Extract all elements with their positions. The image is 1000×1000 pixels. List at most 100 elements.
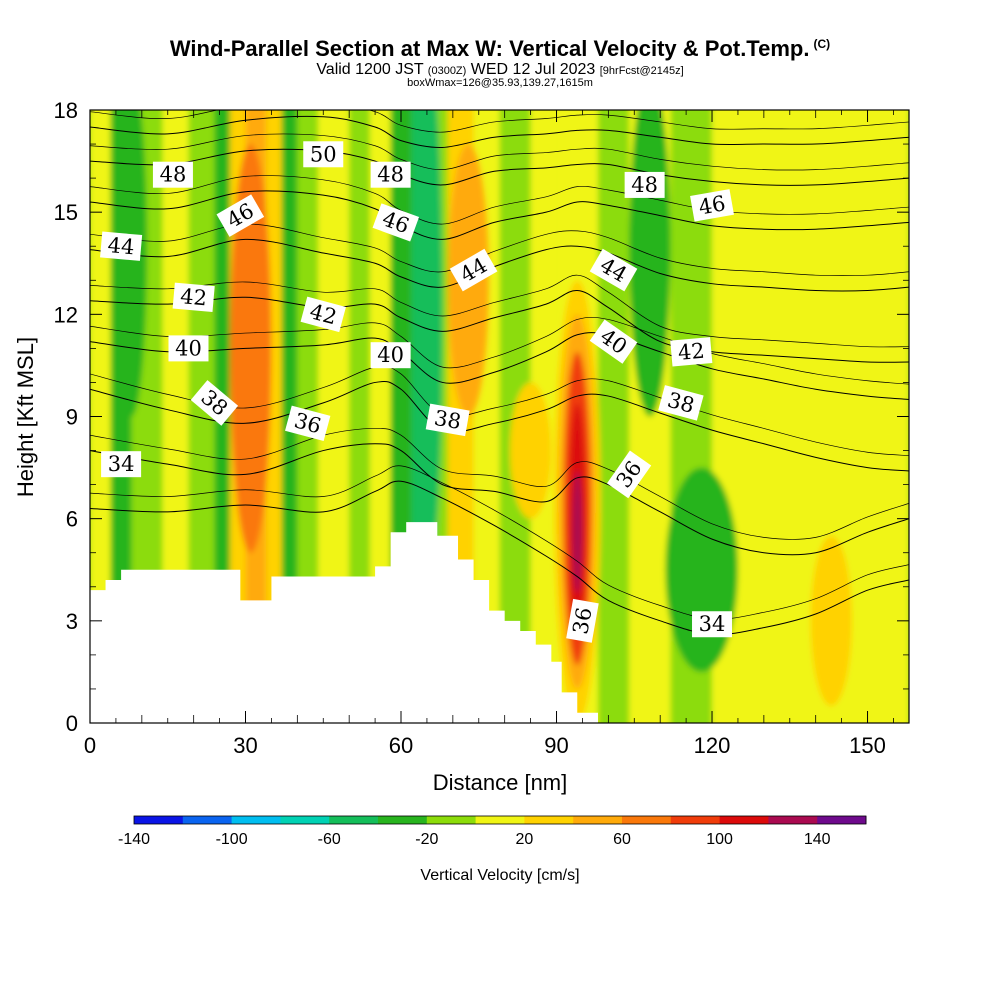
contour-label-text: 36 [568, 606, 596, 636]
contour-label: 48 [370, 161, 411, 188]
valid-time-line: Valid 1200 JST (0300Z) WED 12 Jul 2023 [… [0, 61, 1000, 79]
valid-date: WED 12 Jul 2023 [470, 61, 596, 78]
contour-label: 44 [100, 231, 143, 261]
contour-label-box [300, 296, 346, 333]
velocity-cell [810, 535, 852, 706]
contour-label-text: 48 [631, 173, 658, 197]
forecast-info: [9hrFcst@2145z] [599, 65, 684, 77]
theta-contour-line [90, 289, 909, 363]
contour-label-box [152, 161, 193, 188]
velocity-cell [411, 110, 443, 587]
theta-contour-line [90, 316, 909, 385]
contour-label-text: 50 [310, 142, 337, 166]
x-axis-label: Distance [nm] [433, 770, 568, 795]
copyright-mark: (C) [813, 36, 831, 51]
velocity-cell [572, 470, 582, 594]
contour-label: 46 [216, 194, 265, 237]
contour-label-text: 44 [107, 233, 136, 259]
theta-contour-line [90, 110, 909, 133]
colorbar-tick-label: 60 [613, 831, 631, 848]
theta-contour-line [90, 190, 909, 240]
colorbar-swatch [719, 816, 769, 824]
contour-label-box [172, 282, 215, 312]
velocity-band [712, 110, 909, 723]
theta-contour-line [90, 380, 909, 472]
contour-label: 48 [624, 171, 665, 198]
contour-label: 34 [692, 611, 733, 638]
contour-label-box [658, 385, 704, 421]
colorbar-swatch [231, 816, 281, 824]
contour-label: 36 [566, 598, 599, 643]
colorbar-swatch [670, 816, 721, 824]
colorbar-swatch [378, 816, 428, 824]
colorbar-tick-label: -20 [415, 831, 438, 848]
theta-contour-line [90, 274, 909, 348]
colorbar-swatch [134, 816, 184, 824]
x-tick-label: 120 [694, 733, 731, 758]
colorbar-title: Vertical Velocity [cm/s] [420, 867, 579, 884]
theta-contour-line [90, 365, 909, 457]
colorbar-tick-label: 20 [516, 831, 534, 848]
theta-contour-line [90, 443, 909, 556]
terrain-mask [90, 522, 598, 723]
velocity-band [266, 110, 282, 723]
contour-label-box [101, 451, 142, 478]
x-tick-label: 30 [233, 733, 257, 758]
theta-contour-line [90, 332, 909, 400]
contour-label-text: 42 [179, 284, 208, 310]
contour-label-text: 40 [175, 336, 202, 360]
contour-label-box [372, 203, 420, 242]
contour-label-box [566, 598, 599, 643]
y-tick-label: 9 [66, 405, 78, 430]
colorbar-frame [133, 815, 867, 825]
contour-label: 46 [690, 189, 734, 222]
chart-title: Wind-Parallel Section at Max W: Vertical… [169, 36, 831, 61]
contour-label-box [690, 189, 734, 222]
contour-label: 40 [168, 335, 209, 362]
colorbar-swatch [768, 816, 818, 824]
contour-label-box [624, 171, 665, 198]
colorbar-swatch [573, 816, 623, 824]
y-tick-label: 6 [66, 507, 78, 532]
contour-label: 34 [101, 451, 142, 478]
colorbar-swatch [475, 816, 525, 824]
colorbar-tick-label: -60 [318, 831, 341, 848]
contour-label-box [285, 405, 331, 442]
velocity-band [597, 110, 630, 723]
contour-label-text: 34 [699, 612, 726, 636]
velocity-cell [115, 110, 148, 417]
contour-label-text: 48 [377, 163, 404, 187]
contour-label: 48 [152, 161, 193, 188]
contour-label-box [303, 141, 344, 168]
colorbar-swatch [426, 816, 477, 824]
colorbar-swatch [182, 816, 233, 824]
y-tick-label: 18 [54, 98, 78, 123]
theta-contour-line [90, 223, 909, 276]
contour-label-box [670, 337, 713, 367]
colorbar-swatch [817, 816, 867, 824]
valid-prefix: Valid 1200 JST [316, 61, 424, 78]
x-tick-label: 0 [84, 733, 96, 758]
x-tick-label: 60 [389, 733, 413, 758]
contour-label-text: 40 [377, 343, 404, 367]
contour-label-box [370, 342, 411, 369]
y-tick-label: 3 [66, 609, 78, 634]
contour-label-text: 46 [697, 191, 727, 219]
contour-label-box [449, 248, 498, 292]
velocity-band [349, 110, 370, 723]
theta-contour-line [90, 465, 909, 620]
y-tick-label: 15 [54, 200, 78, 225]
theta-contour-line [90, 428, 909, 540]
contour-label-text: 34 [108, 452, 135, 476]
velocity-cell [509, 382, 552, 519]
y-axis-label: Height [Kft MSL] [13, 337, 38, 497]
contour-label: 42 [172, 282, 215, 312]
contour-label-box [216, 194, 265, 237]
contour-label-box [606, 450, 652, 499]
contour-label-box [425, 403, 470, 437]
colorbar-swatch [622, 816, 672, 824]
contour-label-box [589, 319, 638, 364]
